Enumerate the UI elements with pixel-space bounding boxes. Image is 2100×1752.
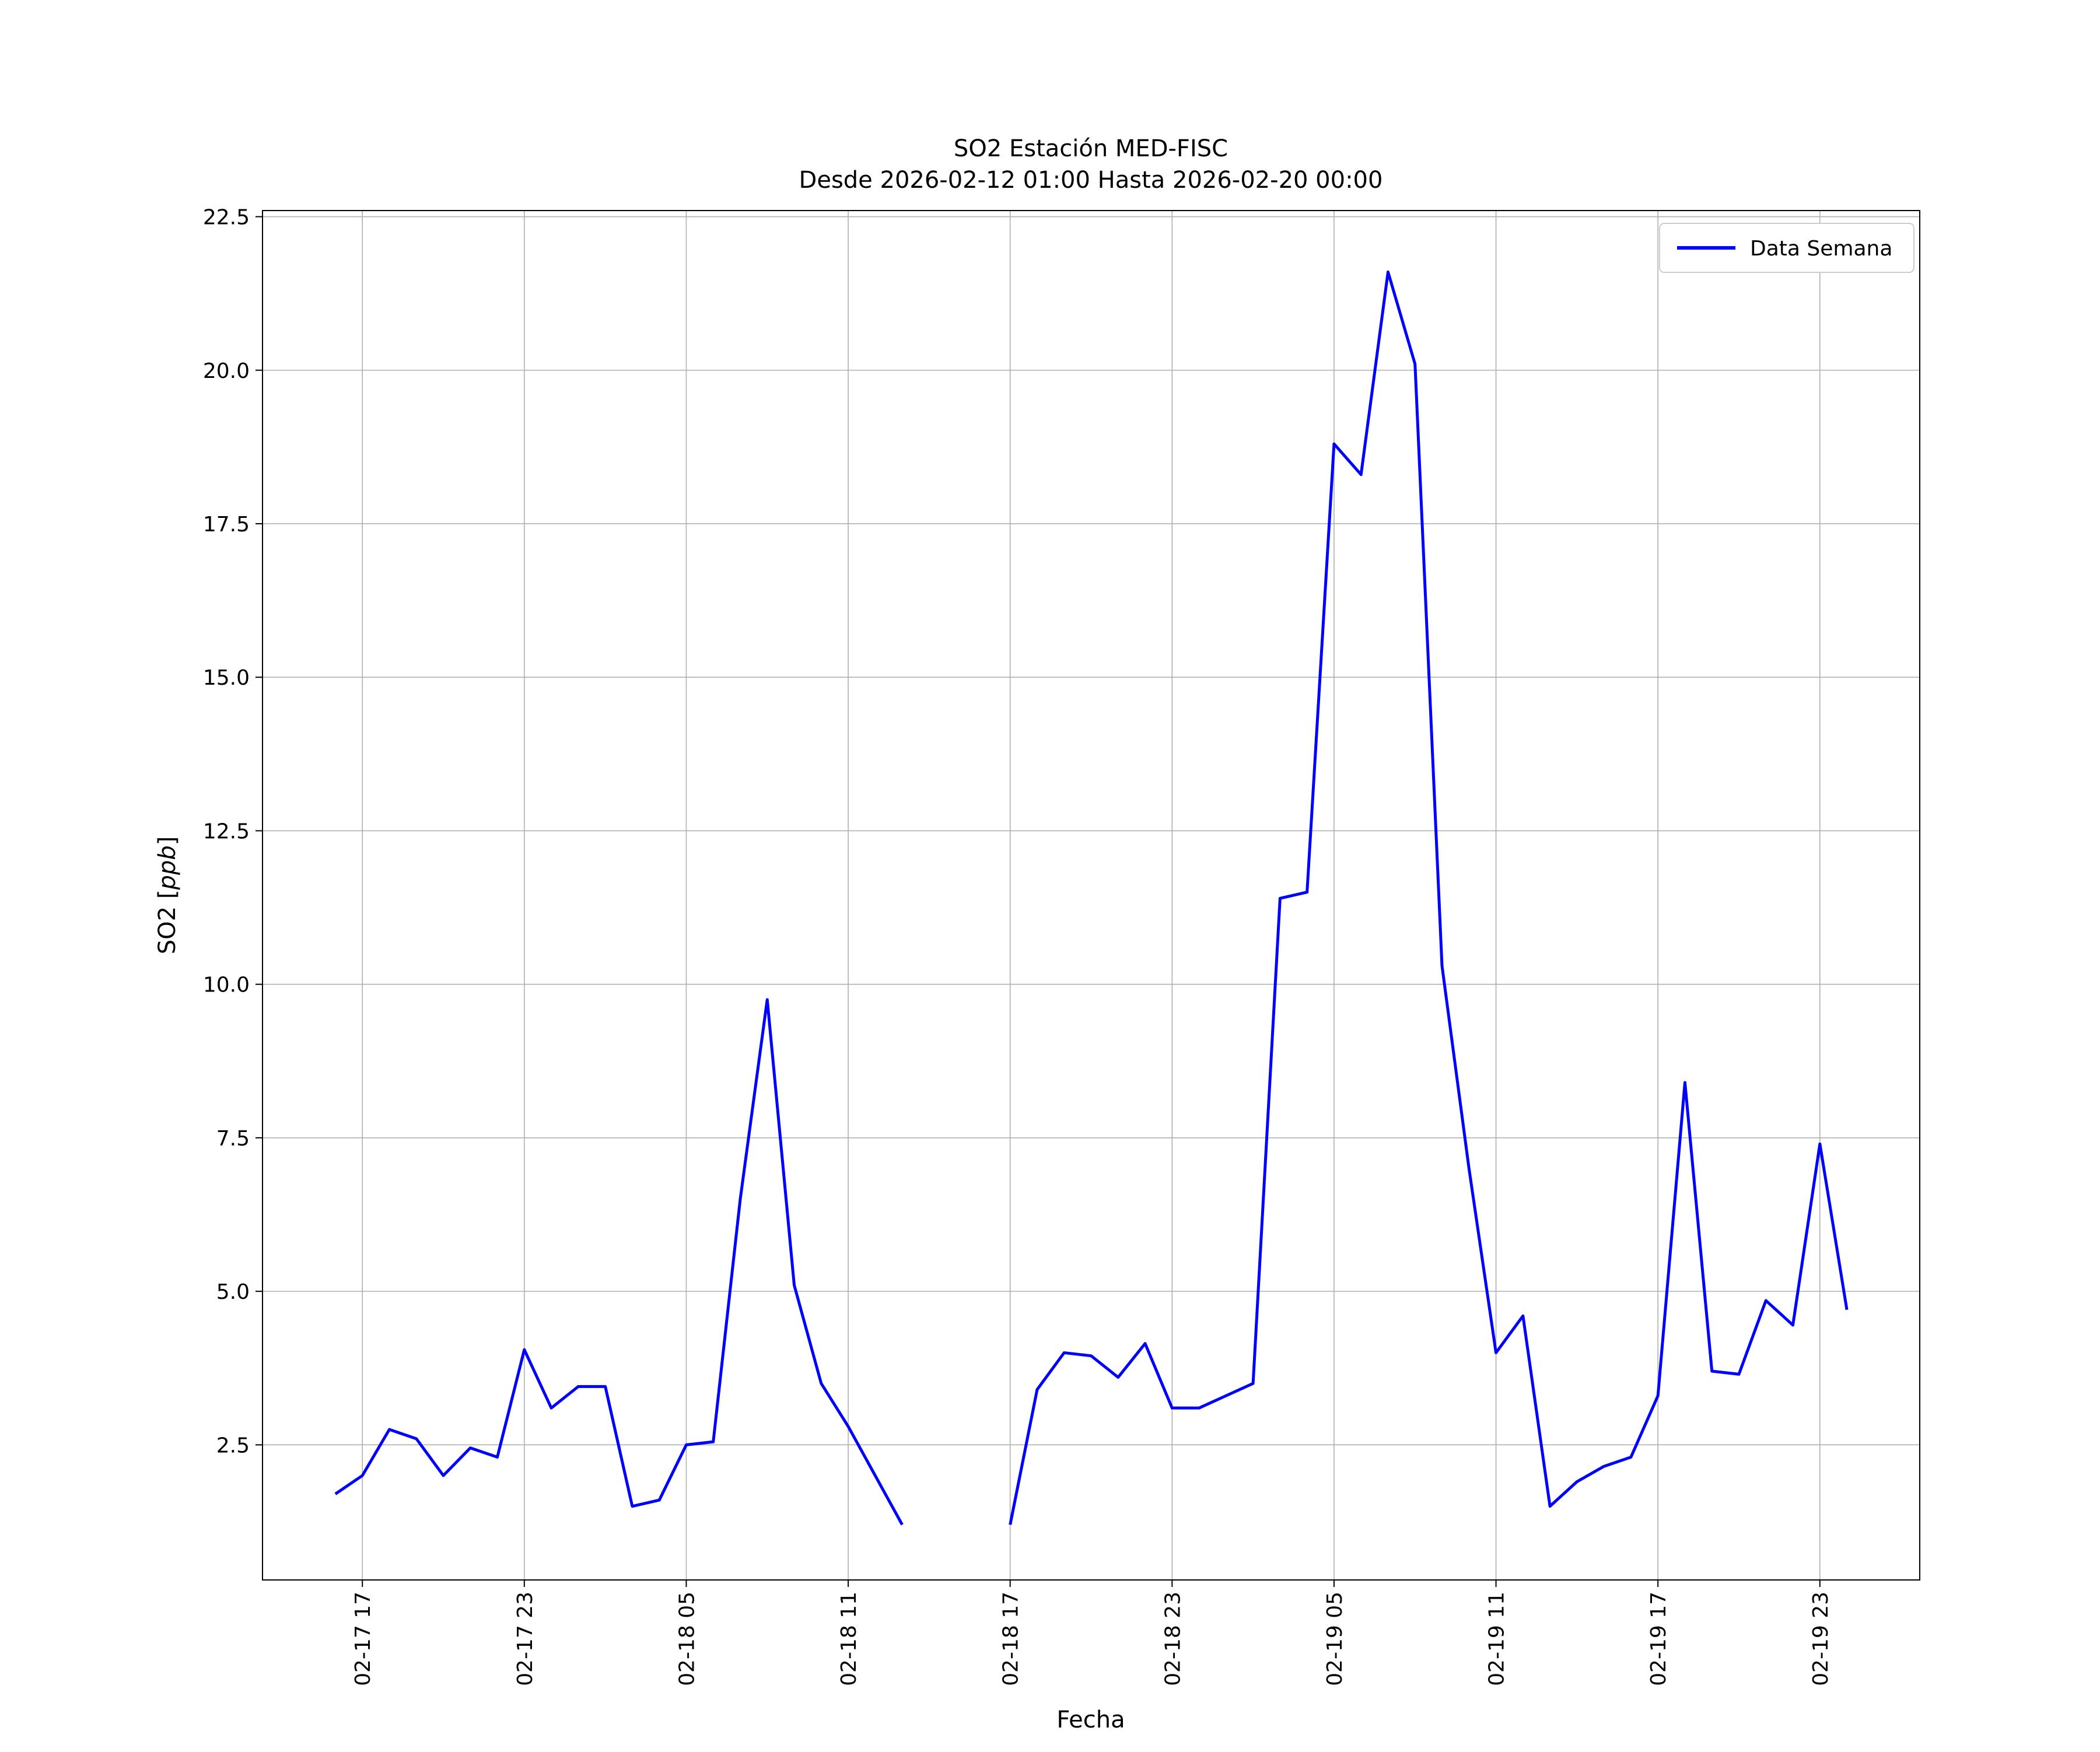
x-tick-label: 02-19 11 — [1485, 1592, 1509, 1686]
gridlines — [262, 211, 1920, 1580]
x-tick-label: 02-18 23 — [1161, 1592, 1185, 1686]
x-tick-label: 02-18 11 — [837, 1592, 861, 1686]
chart-title: SO2 Estación MED-FISC — [954, 135, 1228, 162]
x-tick-label: 02-17 17 — [351, 1592, 375, 1686]
y-tick-label: 12.5 — [203, 819, 250, 843]
legend: Data Semana — [1659, 223, 1915, 273]
y-tick-label: 2.5 — [216, 1434, 250, 1457]
x-axis-label: Fecha — [1056, 1707, 1125, 1733]
chart-subtitle: Desde 2026-02-12 01:00 Hasta 2026-02-20 … — [799, 167, 1383, 194]
y-tick-label: 7.5 — [216, 1127, 250, 1151]
x-tick-label: 02-18 17 — [999, 1592, 1023, 1686]
y-axis-label: SO2 [ppb] — [154, 836, 181, 954]
data-line-segment — [334, 998, 904, 1526]
x-tick-label: 02-17 23 — [513, 1592, 537, 1686]
x-tick-label: 02-19 23 — [1809, 1592, 1833, 1686]
legend-box — [1659, 223, 1915, 273]
y-tick-label: 15.0 — [203, 666, 250, 690]
x-tick-label: 02-19 17 — [1647, 1592, 1671, 1686]
x-tick-label: 02-19 05 — [1323, 1592, 1347, 1686]
data-line-segment — [1009, 270, 1849, 1525]
y-tick-label: 10.0 — [203, 973, 250, 997]
axis-ticks: 02-17 17 02-17 23 02-18 05 02-18 11 02-18 17… — [203, 206, 1833, 1686]
y-tick-label: 20.0 — [203, 359, 250, 383]
x-tick-label: 02-18 05 — [675, 1592, 699, 1686]
plot-area-border — [262, 210, 1920, 1581]
y-tick-label: 17.5 — [203, 513, 250, 537]
data-series — [334, 270, 1849, 1526]
y-tick-label: 5.0 — [216, 1280, 250, 1304]
legend-label: Data Semana — [1750, 237, 1892, 261]
y-tick-label: 22.5 — [203, 206, 250, 230]
